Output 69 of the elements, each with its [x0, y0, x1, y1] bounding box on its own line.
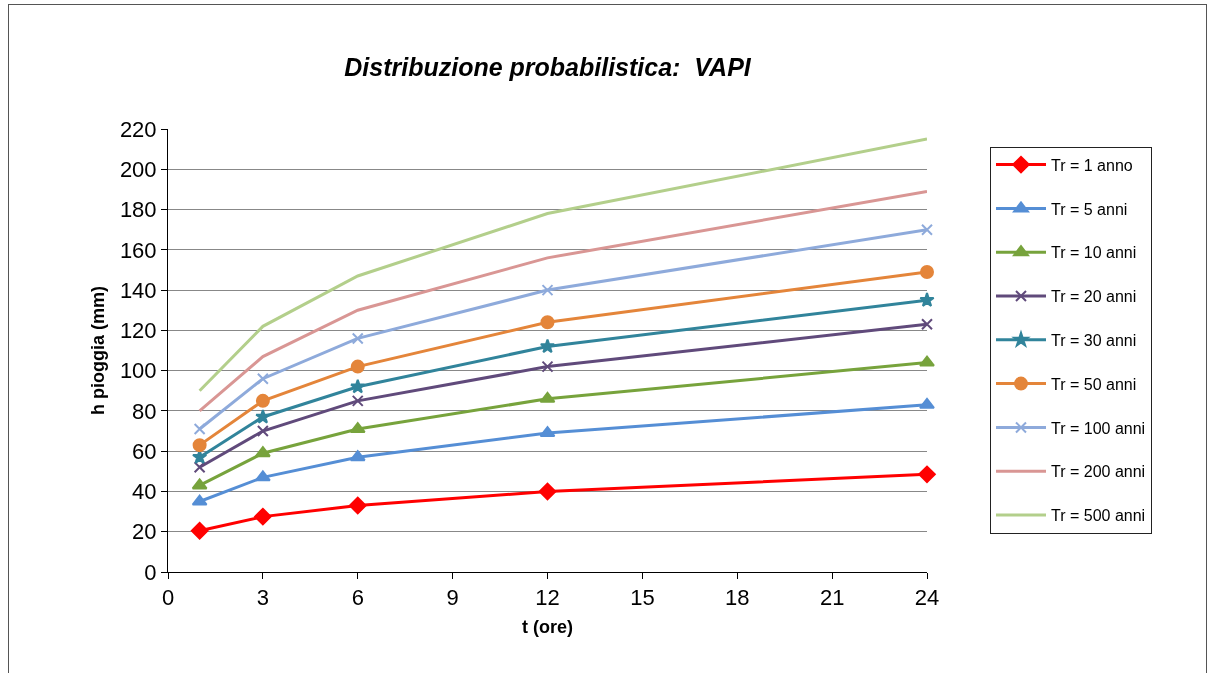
y-tick-label: 140 — [119, 277, 157, 303]
point — [351, 332, 364, 345]
y-tick-label: 40 — [132, 479, 157, 505]
point — [919, 292, 935, 307]
point — [192, 438, 207, 453]
point — [921, 223, 933, 236]
x-tick-label: 24 — [914, 585, 940, 611]
point — [539, 426, 556, 438]
y-axis-title: h pioggia (mm) — [88, 286, 109, 415]
point — [921, 318, 933, 331]
legend-label: Tr = 50 anni — [1051, 375, 1137, 393]
point — [191, 494, 208, 506]
legend-label: Tr = 100 anni — [1051, 419, 1146, 437]
point — [256, 372, 269, 385]
point — [351, 394, 364, 407]
legend-label: Tr = 500 anni — [1051, 507, 1146, 525]
y-tick-label: 160 — [119, 237, 157, 263]
point — [541, 284, 554, 297]
point — [254, 507, 272, 526]
point — [920, 264, 934, 279]
point — [349, 422, 366, 434]
point — [541, 360, 554, 373]
point — [919, 355, 935, 367]
y-tick-label: 220 — [119, 116, 157, 142]
point — [193, 423, 206, 436]
x-axis-title: t (ore) — [522, 616, 573, 637]
line-series — [198, 189, 927, 413]
point — [190, 521, 209, 540]
point — [919, 397, 935, 409]
legend-label: Tr = 200 anni — [1051, 463, 1146, 481]
y-tick-label: 200 — [119, 156, 157, 182]
x-tick-label: 3 — [256, 585, 270, 611]
point — [538, 482, 557, 501]
point — [540, 315, 555, 330]
x-tick-label: 21 — [819, 585, 845, 611]
point — [348, 496, 367, 515]
point — [255, 393, 270, 408]
chart-title: Distribuzione probabilistica: VAPI — [344, 53, 752, 82]
y-tick-label: 180 — [119, 197, 157, 223]
legend-label: Tr = 10 anni — [1051, 244, 1137, 262]
point — [193, 461, 206, 474]
legend-label: Tr = 1 anno — [1051, 156, 1133, 174]
point — [254, 470, 271, 482]
legend-label: Tr = 5 anni — [1051, 200, 1128, 218]
point — [539, 338, 556, 354]
y-tick-label: 60 — [132, 438, 157, 464]
point — [350, 359, 365, 374]
point — [255, 408, 271, 424]
line-series — [198, 137, 927, 393]
x-tick-label: 6 — [351, 585, 364, 611]
point — [350, 378, 366, 394]
point — [256, 425, 269, 438]
legend-label: Tr = 30 anni — [1051, 332, 1137, 350]
y-tick-label: 0 — [144, 559, 157, 585]
point — [918, 465, 936, 484]
point — [254, 446, 271, 458]
y-tick-label: 120 — [119, 318, 157, 344]
x-tick-label: 15 — [630, 585, 655, 611]
x-tick-label: 18 — [725, 585, 750, 611]
x-tick-label: 0 — [161, 585, 175, 611]
legend-label: Tr = 20 anni — [1051, 288, 1137, 306]
point — [191, 478, 208, 490]
point — [539, 391, 556, 403]
point — [349, 450, 366, 462]
y-tick-label: 80 — [132, 398, 157, 424]
y-tick-label: 100 — [119, 358, 157, 384]
y-tick-label: 20 — [132, 519, 157, 545]
x-tick-label: 9 — [446, 585, 459, 611]
x-tick-label: 12 — [535, 585, 560, 611]
